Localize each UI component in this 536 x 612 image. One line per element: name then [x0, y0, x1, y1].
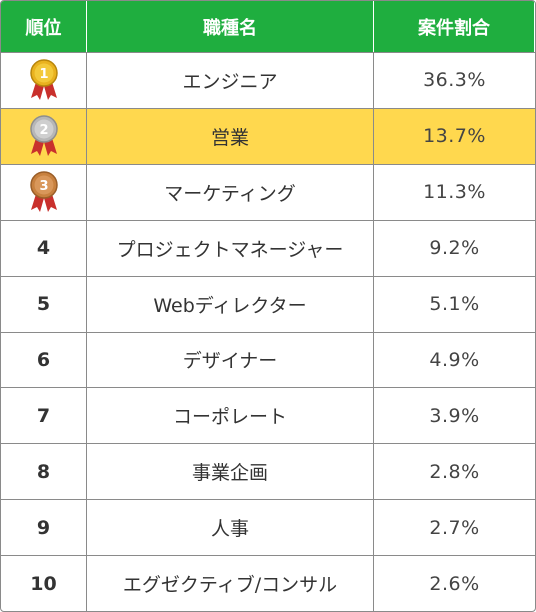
header-share: 案件割合: [374, 1, 535, 52]
header-job: 職種名: [87, 1, 374, 52]
share-cell: 5.1%: [374, 275, 535, 332]
svg-text:2: 2: [39, 123, 48, 138]
job-cell: 営業: [87, 107, 374, 164]
header-rank: 順位: [1, 1, 87, 52]
share-cell: 3.9%: [374, 387, 535, 443]
rank-cell: 3: [1, 163, 87, 220]
share-cell: 11.3%: [374, 163, 535, 220]
job-cell: 事業企画: [87, 443, 374, 500]
job-cell: Webディレクター: [87, 275, 374, 332]
share-cell: 4.9%: [374, 331, 535, 388]
job-cell: プロジェクトマネージャー: [87, 219, 374, 276]
share-cell: 9.2%: [374, 219, 535, 276]
share-cell: 2.7%: [374, 499, 535, 555]
job-cell: デザイナー: [87, 331, 374, 388]
rank-cell: 10: [1, 555, 87, 611]
gold-medal-icon: 1: [29, 59, 58, 101]
silver-medal-icon: 2: [29, 115, 58, 157]
share-cell: 2.8%: [374, 443, 535, 499]
rank-cell: 5: [1, 275, 87, 332]
rank-cell: 2: [1, 107, 87, 164]
rank-cell: 6: [1, 331, 87, 388]
rank-cell: 8: [1, 443, 87, 500]
share-cell: 13.7%: [374, 107, 535, 164]
rank-cell: 9: [1, 499, 87, 556]
job-cell: マーケティング: [87, 163, 374, 220]
job-cell: 人事: [87, 499, 374, 556]
rank-cell: 4: [1, 219, 87, 276]
job-cell: エグゼクティブ/コンサル: [87, 555, 374, 611]
rank-cell: 7: [1, 387, 87, 444]
job-cell: コーポレート: [87, 387, 374, 444]
share-cell: 36.3%: [374, 52, 535, 108]
bronze-medal-icon: 3: [29, 171, 58, 213]
svg-text:3: 3: [39, 179, 48, 194]
job-cell: エンジニア: [87, 52, 374, 108]
svg-text:1: 1: [39, 67, 48, 82]
rank-cell: 1: [1, 52, 87, 108]
share-cell: 2.6%: [374, 555, 535, 611]
